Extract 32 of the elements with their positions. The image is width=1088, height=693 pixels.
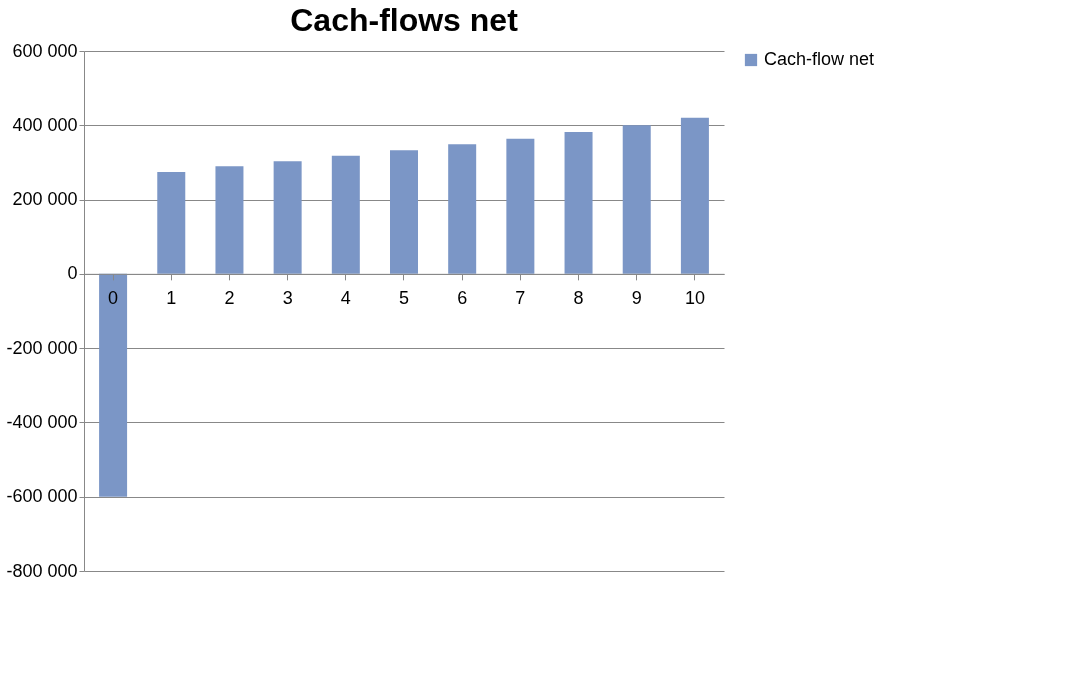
bar — [273, 161, 302, 274]
x-tick-label: 7 — [515, 288, 526, 309]
bar — [215, 166, 244, 274]
x-tick-label: 9 — [631, 288, 642, 309]
bar — [157, 172, 186, 274]
x-tick-label: 5 — [398, 288, 410, 309]
y-tick-label: -600 000 — [6, 486, 78, 507]
y-tick-label: -400 000 — [6, 411, 78, 432]
x-tick-label: 3 — [282, 288, 293, 309]
bar — [331, 155, 360, 274]
x-tick-label: 2 — [224, 288, 235, 309]
bar — [622, 125, 651, 274]
y-tick-label: -200 000 — [6, 337, 78, 358]
bar — [390, 150, 418, 274]
y-tick-label: 200 000 — [12, 189, 78, 210]
x-tick-label: 6 — [457, 288, 468, 309]
y-tick-label: 0 — [67, 263, 78, 284]
bar — [506, 138, 535, 274]
x-tick-label: 8 — [573, 288, 584, 309]
bar — [99, 273, 128, 497]
x-tick-label: 4 — [340, 288, 351, 309]
chart-title: Cach-flows net — [290, 2, 519, 38]
y-tick-label: 400 000 — [12, 114, 78, 135]
x-tick-label: 1 — [166, 288, 177, 309]
bar — [680, 117, 709, 274]
bar — [448, 144, 477, 274]
x-tick-label: 10 — [684, 288, 705, 309]
legend-label: Cach-flow net — [764, 49, 875, 69]
y-tick-label: 600 000 — [12, 40, 78, 61]
y-tick-label: -800 000 — [6, 560, 78, 581]
x-tick-label: 0 — [108, 288, 119, 309]
bar — [564, 131, 593, 274]
